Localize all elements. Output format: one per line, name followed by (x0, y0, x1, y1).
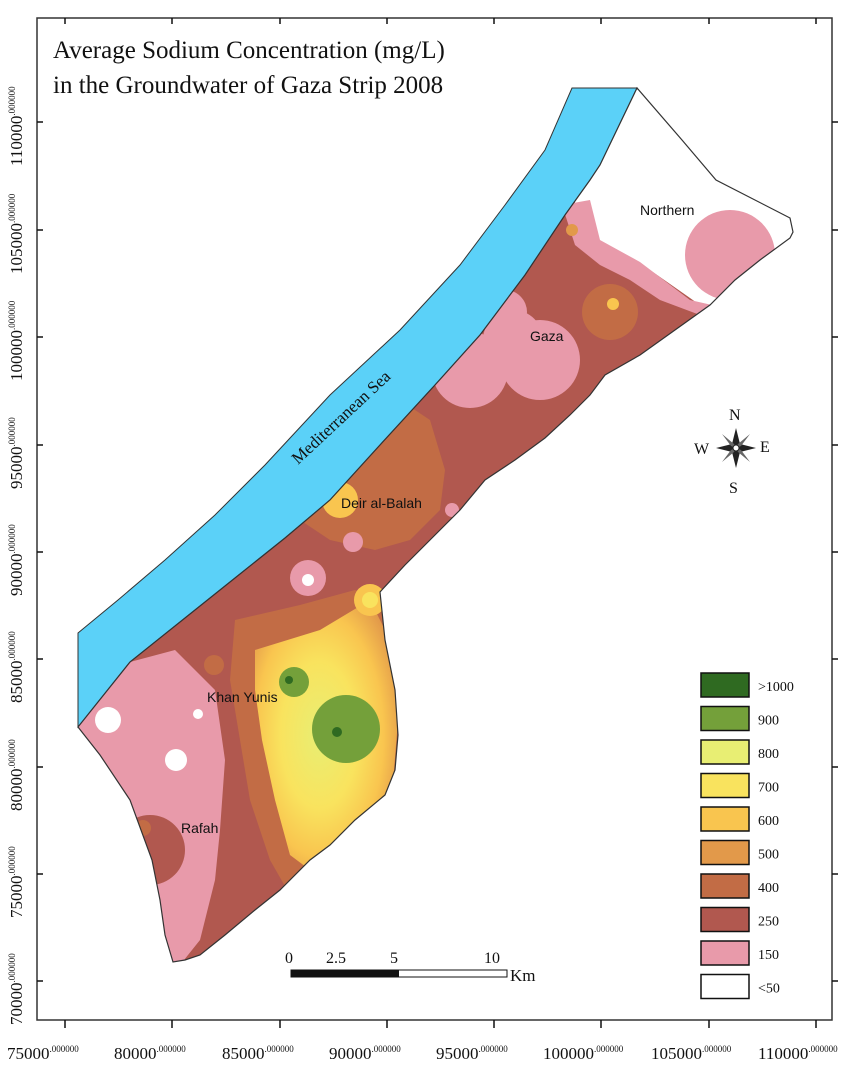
y-axis-label: 70000.000000 (7, 953, 26, 1025)
x-axis-label: 75000.000000 (7, 1044, 79, 1063)
legend-swatch (700, 839, 750, 866)
x-axis-label-decimals: .000000 (479, 1044, 509, 1054)
scale-unit: Km (510, 966, 536, 985)
legend-label: 150 (758, 948, 779, 963)
y-axis-label: 90000.000000 (7, 524, 26, 596)
x-axis-label-decimals: .000000 (594, 1044, 624, 1054)
place-label-deir-al-balah: Deir al-Balah (341, 495, 422, 511)
x-axis-label: 105000.000000 (651, 1044, 732, 1063)
x-axis-label-main: 100000 (543, 1044, 594, 1063)
scale-tick-2-5: 2.5 (326, 950, 346, 967)
scale-tick-0: 0 (285, 950, 293, 967)
legend-swatch (700, 873, 750, 899)
legend-swatch (700, 906, 750, 933)
legend-label: 400 (758, 881, 779, 896)
y-axis-label-decimals: .000000 (7, 417, 17, 447)
x-axis-label: 95000.000000 (436, 1044, 508, 1063)
y-axis-label: 95000.000000 (7, 417, 26, 489)
legend-label: 600 (758, 814, 779, 829)
x-axis-label-decimals: .000000 (808, 1044, 838, 1054)
scale-bar (290, 969, 508, 978)
x-axis-label-main: 80000 (114, 1044, 157, 1063)
place-label-rafah: Rafah (181, 820, 218, 836)
legend-label: 800 (758, 747, 779, 762)
y-axis-label-main: 105000 (7, 223, 26, 274)
x-axis-label-decimals: .000000 (372, 1044, 402, 1054)
y-axis-label-decimals: .000000 (7, 300, 17, 330)
x-axis-label: 90000.000000 (329, 1044, 401, 1063)
compass-w-label: W (694, 441, 710, 458)
x-axis-label: 100000.000000 (543, 1044, 624, 1063)
y-axis-label-main: 95000 (7, 447, 26, 490)
legend-label: >1000 (758, 680, 794, 695)
x-axis-label-decimals: .000000 (157, 1044, 187, 1054)
x-axis-label-decimals: .000000 (50, 1044, 80, 1054)
x-axis-label-main: 90000 (329, 1044, 372, 1063)
legend-label: 250 (758, 915, 779, 930)
x-axis-label-main: 110000 (758, 1044, 808, 1063)
y-axis-label-decimals: .000000 (7, 524, 17, 554)
y-axis-label-decimals: .000000 (7, 631, 17, 661)
y-axis-label: 75000.000000 (7, 846, 26, 918)
legend: >1000 900 800 700 600 500 400 250 150 <50 (700, 672, 794, 1000)
map-title-line1: Average Sodium Concentration (mg/L) (53, 37, 445, 64)
x-axis-label: 85000.000000 (222, 1044, 294, 1063)
y-axis-label: 110000.000000 (7, 86, 26, 166)
x-axis-label-main: 95000 (436, 1044, 479, 1063)
y-axis-label-main: 80000 (7, 769, 26, 812)
gaza-strip-outline (77, 86, 794, 963)
compass-s-label: S (729, 480, 738, 497)
y-axis-label: 85000.000000 (7, 631, 26, 703)
y-axis: 110000.000000105000.000000100000.0000009… (7, 86, 838, 1025)
y-axis-label-decimals: .000000 (7, 953, 17, 983)
legend-swatch (700, 705, 750, 732)
x-axis-label-main: 75000 (7, 1044, 50, 1063)
legend-swatch (700, 973, 750, 1000)
x-axis-label: 110000.000000 (758, 1044, 838, 1063)
y-axis-label-main: 100000 (7, 330, 26, 381)
compass-n-label: N (729, 407, 741, 424)
y-axis-label-main: 110000 (7, 116, 26, 166)
y-axis-label-main: 70000 (7, 983, 26, 1026)
y-axis-label: 80000.000000 (7, 739, 26, 811)
x-axis-label-decimals: .000000 (702, 1044, 732, 1054)
y-axis-label-decimals: .000000 (7, 739, 17, 769)
north-arrow-compass (716, 428, 756, 468)
scale-tick-10: 10 (484, 950, 500, 967)
y-axis-label-decimals: .000000 (7, 846, 17, 876)
x-axis-label-main: 105000 (651, 1044, 702, 1063)
place-label-khan-yunis: Khan Yunis (207, 689, 278, 705)
y-axis-label-main: 90000 (7, 554, 26, 597)
x-axis: 75000.000000 80000.000000 85000.000000 9000… (7, 18, 838, 1063)
legend-swatch (700, 940, 750, 966)
y-axis-label-decimals: .000000 (7, 86, 17, 116)
legend-swatch (700, 739, 750, 765)
y-axis-label: 105000.000000 (7, 193, 26, 274)
compass-e-label: E (760, 439, 770, 456)
map-title-line2: in the Groundwater of Gaza Strip 2008 (53, 72, 443, 99)
x-axis-label-decimals: .000000 (265, 1044, 295, 1054)
x-axis-label-main: 85000 (222, 1044, 265, 1063)
legend-swatch (700, 806, 750, 832)
place-label-gaza: Gaza (530, 328, 564, 344)
y-axis-label: 100000.000000 (7, 300, 26, 381)
legend-swatch (700, 772, 750, 799)
place-label-northern: Northern (640, 202, 694, 218)
y-axis-label-main: 85000 (7, 661, 26, 704)
y-axis-label-decimals: .000000 (7, 193, 17, 223)
legend-label: 500 (758, 848, 779, 863)
legend-swatch (700, 672, 750, 698)
x-axis-label: 80000.000000 (114, 1044, 186, 1063)
scale-tick-5: 5 (390, 950, 398, 967)
y-axis-label-main: 75000 (7, 876, 26, 919)
legend-label: <50 (758, 982, 780, 997)
legend-label: 900 (758, 714, 779, 729)
legend-label: 700 (758, 781, 779, 796)
